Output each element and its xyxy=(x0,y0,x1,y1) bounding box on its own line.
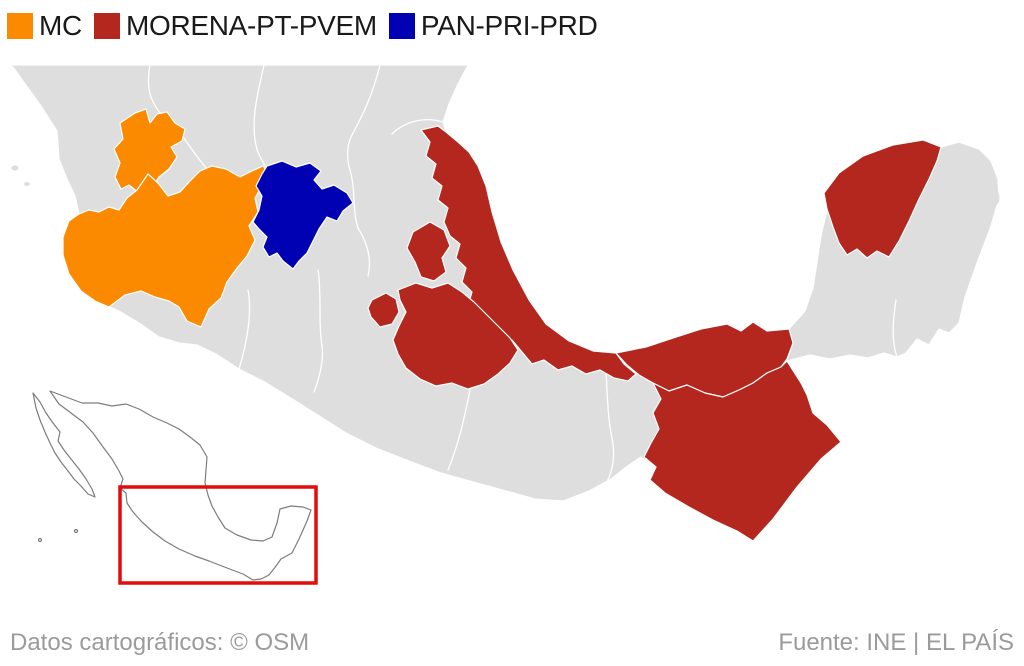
inset-island-dot-1 xyxy=(73,528,79,534)
legend-item-mc: MC xyxy=(7,12,82,40)
inset-locator-map xyxy=(32,390,318,585)
state-jalisco xyxy=(62,165,271,328)
legend-item-pan: PAN-PRI-PRD xyxy=(388,10,598,41)
inset-highlight-rectangle xyxy=(118,485,318,585)
island-cozumel xyxy=(992,191,1000,205)
state-puebla xyxy=(392,282,519,390)
legend-item-morena: MORENA-PT-PVEM xyxy=(93,10,377,41)
legend-label-morena: MORENA-PT-PVEM xyxy=(125,10,377,41)
source-credit: Fuente: INE | EL PAÍS xyxy=(778,629,1014,656)
state-borders xyxy=(147,64,898,485)
legend: MC MORENA-PT-PVEM PAN-PRI-PRD xyxy=(7,12,598,40)
inset-island-dot-2 xyxy=(37,537,43,543)
morena-color-swatch xyxy=(93,13,120,39)
state-guanajuato xyxy=(252,160,354,270)
state-chiapas xyxy=(643,360,842,542)
inset-baja-california xyxy=(32,392,96,498)
island-marias-2 xyxy=(24,182,30,186)
legend-label-pan: PAN-PRI-PRD xyxy=(420,10,598,41)
cartography-credit: Datos cartográficos: © OSM xyxy=(10,629,310,656)
state-hidalgo-lobe xyxy=(406,221,451,282)
mc-color-swatch xyxy=(7,13,33,39)
legend-label-mc: MC xyxy=(39,10,82,41)
pan-color-swatch xyxy=(388,13,415,39)
state-nayarit xyxy=(113,108,186,194)
state-yucatan xyxy=(823,139,942,259)
state-morelos xyxy=(367,292,400,328)
island-marias-1 xyxy=(11,165,19,171)
